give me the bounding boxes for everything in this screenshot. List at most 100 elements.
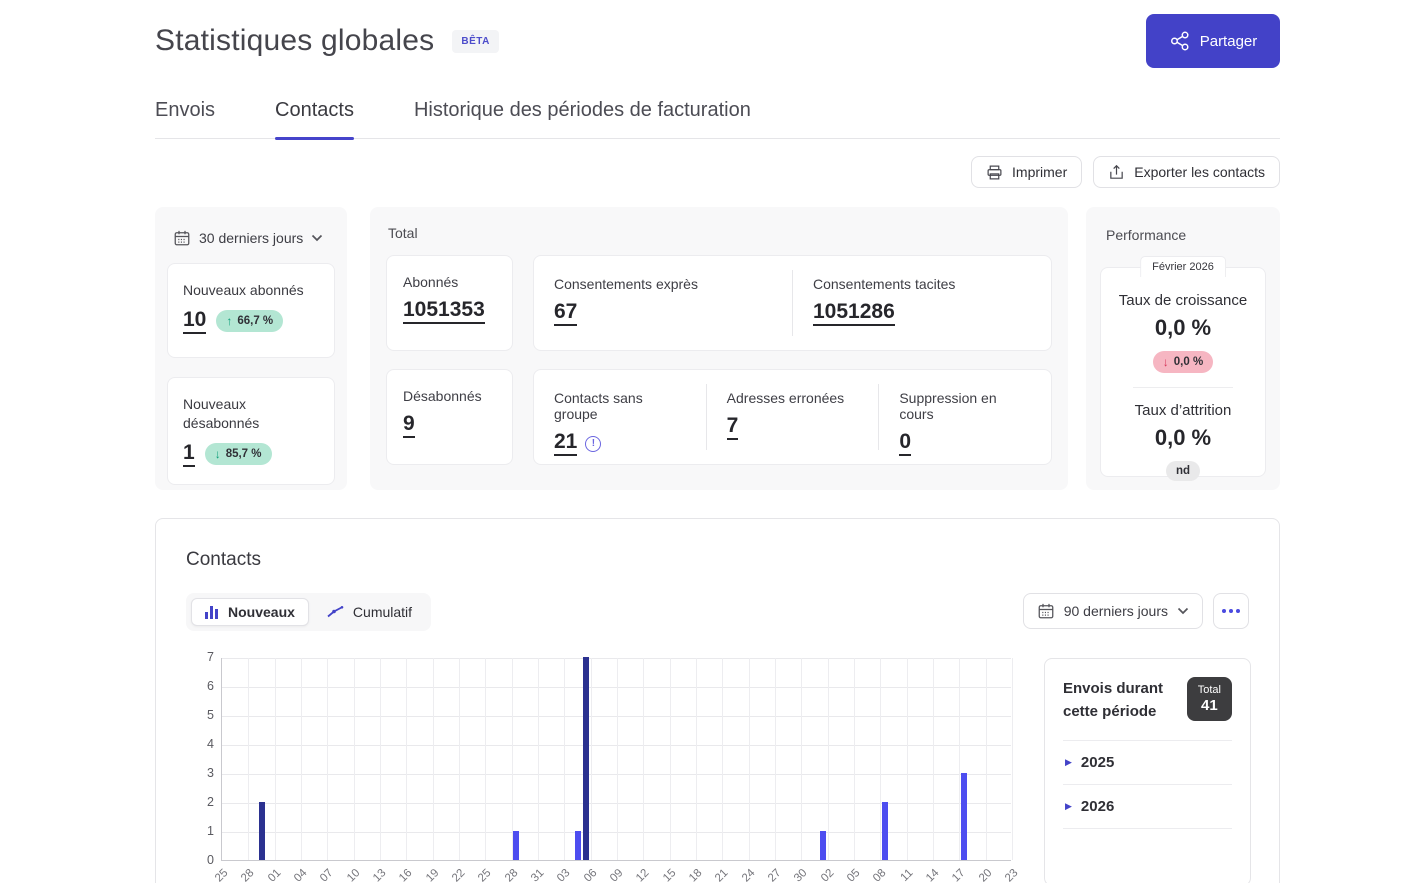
y-axis-tick-label: 0 [207, 853, 214, 867]
tab-contacts[interactable]: Contacts [275, 99, 354, 140]
erroneous-addresses-label: Adresses erronées [726, 390, 845, 406]
new-subscribers-label: Nouveaux abonnés [183, 282, 304, 298]
x-axis-tick-label: 02 [818, 867, 837, 883]
x-gridline [643, 658, 645, 860]
new-subscribers-value[interactable]: 10 [183, 308, 207, 334]
y-axis-tick-label: 3 [207, 766, 214, 780]
unsubscribed-total-value[interactable]: 9 [403, 412, 415, 438]
growth-rate-trend-badge: ↓ 0,0 % [1152, 351, 1214, 373]
growth-rate-label: Taux de croissance [1118, 292, 1248, 309]
x-gridline [564, 658, 566, 860]
print-button-label: Imprimer [1012, 164, 1068, 180]
contacts-chart-card: Contacts Nouveaux [155, 518, 1280, 883]
x-axis-tick-label: 18 [686, 867, 705, 883]
express-consents-value[interactable]: 67 [554, 300, 578, 326]
actions-toolbar: Imprimer Exporter les contacts [971, 156, 1280, 188]
new-subscribers-trend-badge: ↑ 66,7 % [216, 309, 284, 332]
chart-bar [513, 831, 520, 860]
x-axis-tick-label: 27 [765, 867, 784, 883]
export-contacts-button[interactable]: Exporter les contacts [1093, 156, 1280, 188]
down-arrow-icon: ↓ [1162, 355, 1169, 369]
no-group-contacts-value[interactable]: 21 [554, 430, 578, 456]
x-gridline [406, 658, 408, 860]
toggle-cumulatif-label: Cumulatif [352, 604, 413, 620]
toggle-cumulatif[interactable]: Cumulatif [313, 598, 426, 626]
y-axis-tick-label: 1 [207, 824, 214, 838]
chart-controls: 90 derniers jours [1022, 593, 1249, 629]
y-axis-tick-label: 5 [207, 708, 214, 722]
total-stats-panel: Total Abonnés 1051353 Consentements expr… [370, 207, 1068, 490]
share-button[interactable]: Partager [1146, 14, 1280, 68]
envois-panel-header: Envois durant cette période Total 41 [1063, 677, 1232, 741]
page-header: Statistiques globales BÊTA Partager [155, 14, 1280, 68]
subscribers-total-label: Abonnés [403, 274, 459, 290]
share-button-label: Partager [1199, 32, 1258, 50]
x-gridline [906, 658, 908, 860]
page-title: Statistiques globales [155, 24, 435, 57]
x-gridline [933, 658, 934, 860]
chart-bar [960, 773, 967, 860]
x-gridline [617, 658, 618, 860]
y-gridline [222, 658, 1011, 659]
no-group-contacts-label: Contacts sans groupe [554, 390, 643, 422]
x-gridline [801, 658, 803, 860]
x-gridline [432, 658, 434, 860]
tab-historique-facturation[interactable]: Historique des périodes de facturation [413, 99, 751, 121]
x-axis-tick-label: 25 [476, 867, 494, 883]
chart-toolbar: Nouveaux Cumulatif [186, 593, 1249, 631]
calendar-icon [1037, 602, 1055, 620]
x-axis-tick-label: 28 [502, 867, 521, 883]
envois-period-panel: Envois durant cette période Total 41 ▶ 2… [1044, 658, 1251, 883]
pending-deletion-cell: Suppression en cours 0 [878, 384, 1051, 456]
x-gridline [696, 658, 697, 860]
x-axis-tick-label: 31 [528, 867, 547, 883]
year-2026-label: 2026 [1080, 797, 1115, 815]
period-selector-90d[interactable]: 90 derniers jours [1022, 593, 1203, 629]
envois-total-label: Total [1197, 684, 1221, 696]
chart-bar [583, 657, 590, 860]
tab-envois[interactable]: Envois [155, 99, 216, 121]
export-icon [1108, 164, 1125, 181]
print-button[interactable]: Imprimer [971, 156, 1083, 188]
envois-total-value: 41 [1201, 697, 1218, 714]
x-axis-tick-label: 12 [634, 867, 652, 883]
warning-info-icon[interactable]: ! [585, 435, 602, 452]
x-gridline [248, 658, 250, 860]
x-gridline [1012, 658, 1013, 860]
more-options-button[interactable] [1213, 593, 1249, 629]
chevron-down-icon [311, 234, 323, 242]
x-gridline [854, 658, 855, 860]
performance-card: Février 2026 Taux de croissance 0,0 % ↓ … [1100, 256, 1266, 481]
attrition-rate-label: Taux d’attrition [1134, 402, 1232, 419]
x-axis-tick-label: 24 [739, 867, 758, 883]
pending-deletion-value[interactable]: 0 [899, 430, 912, 456]
y-gridline [222, 716, 1011, 717]
x-gridline [301, 658, 302, 860]
new-unsubscribers-value[interactable]: 1 [183, 441, 195, 467]
new-subscribers-card: Nouveaux abonnés 10 ↑ 66,7 % [167, 263, 335, 358]
tacit-consents-label: Consentements tacites [813, 276, 956, 292]
period-stats-panel: 30 derniers jours Nouveaux abonnés 10 ↑ … [155, 207, 347, 490]
year-row-2026[interactable]: ▶ 2026 [1063, 785, 1232, 829]
performance-panel-title: Performance [1106, 227, 1187, 243]
attrition-rate-badge: nd [1165, 461, 1201, 481]
tacit-consents-value[interactable]: 1051286 [813, 300, 895, 326]
more-dots-icon [1222, 609, 1226, 613]
y-axis-tick-label: 4 [207, 737, 214, 751]
chevron-down-icon [1177, 607, 1189, 615]
subscribers-total-card: Abonnés 1051353 [386, 255, 513, 351]
x-gridline [274, 658, 276, 860]
period-selector-30d[interactable]: 30 derniers jours [173, 229, 323, 247]
chart-bar [574, 831, 581, 860]
y-axis-tick-label: 6 [207, 679, 214, 693]
x-gridline [353, 658, 355, 860]
toggle-nouveaux[interactable]: Nouveaux [191, 598, 309, 626]
year-row-2025[interactable]: ▶ 2025 [1063, 741, 1232, 785]
subscribers-total-value[interactable]: 1051353 [403, 298, 485, 324]
share-icon [1169, 30, 1191, 52]
growth-rate-trend-value: 0,0 % [1173, 356, 1204, 368]
pending-deletion-label: Suppression en cours [899, 390, 997, 422]
erroneous-addresses-cell: Adresses erronées 7 [705, 384, 879, 450]
erroneous-addresses-value[interactable]: 7 [726, 414, 739, 440]
x-axis-tick-label: 25 [212, 867, 231, 883]
